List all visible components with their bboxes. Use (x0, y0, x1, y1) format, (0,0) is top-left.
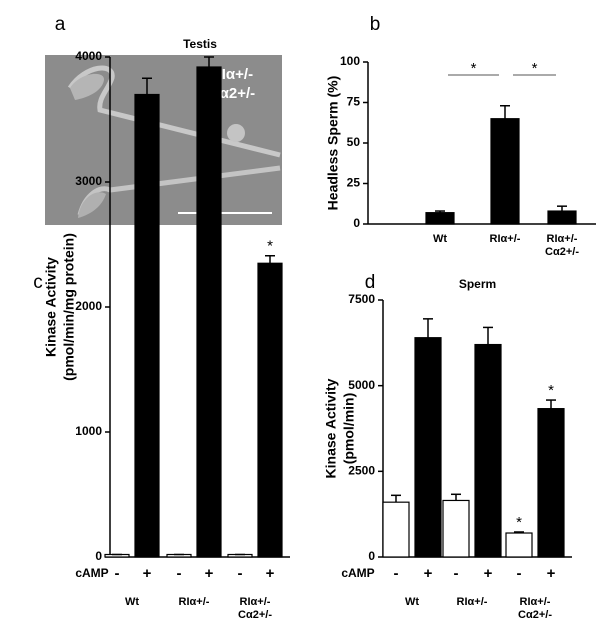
bar (134, 93, 160, 558)
y-tick-label: 100 (340, 54, 360, 68)
y-axis-label: (pmol/min) (341, 393, 357, 465)
y-tick-label: 2000 (75, 299, 102, 313)
significance-mark: * (532, 60, 538, 77)
x-tick-label: Wt (405, 596, 419, 608)
x-tick-label: RIα+/- (179, 596, 210, 608)
condition-sign: + (143, 565, 152, 582)
chart-title: Testis (183, 37, 217, 51)
y-tick-label: 3000 (75, 174, 102, 188)
x-tick-label: Cα2+/- (545, 246, 579, 258)
bar (547, 210, 577, 225)
y-tick-label: 7500 (348, 292, 375, 306)
significance-mark: * (471, 60, 477, 77)
x-tick-label: RIα+/- (520, 596, 551, 608)
significance-mark: * (267, 238, 273, 255)
y-tick-label: 50 (347, 135, 361, 149)
x-tick-label: RIα+/- (547, 233, 578, 245)
y-tick-label: 75 (347, 95, 361, 109)
chart-title: Sperm (459, 277, 496, 291)
y-axis-label: Kinase Activity (43, 257, 59, 357)
significance-mark: * (548, 382, 554, 399)
condition-sign: + (266, 565, 275, 582)
x-tick-label: Cα2+/- (238, 609, 272, 621)
bar (382, 501, 410, 558)
y-tick-label: 4000 (75, 49, 102, 63)
panel-letter: d (365, 272, 376, 293)
panel-letter: a (55, 14, 66, 35)
condition-sign: - (238, 565, 243, 582)
condition-sign: - (394, 565, 399, 582)
bar (474, 343, 502, 558)
condition-sign: - (115, 565, 120, 582)
condition-sign: - (177, 565, 182, 582)
y-tick-label: 0 (95, 549, 102, 563)
condition-sign: + (484, 565, 493, 582)
condition-sign: + (205, 565, 214, 582)
bar (505, 532, 533, 558)
y-tick-label: 2500 (348, 464, 375, 478)
condition-sign: + (424, 565, 433, 582)
bar (425, 212, 455, 225)
y-tick-label: 1000 (75, 424, 102, 438)
x-tick-label: RIα+/- (240, 596, 271, 608)
x-tick-label: Wt (125, 596, 139, 608)
x-tick-label: Wt (433, 233, 447, 245)
y-tick-label: 25 (347, 176, 361, 190)
y-tick-label: 5000 (348, 378, 375, 392)
bar (490, 118, 520, 225)
x-tick-label: Cα2+/- (518, 609, 552, 621)
y-axis-label: Kinase Activity (323, 378, 339, 478)
condition-label: cAMP (341, 566, 374, 580)
y-axis-label: (pmol/min/mg protein) (61, 233, 77, 381)
condition-sign: - (517, 565, 522, 582)
panel-letter: b (370, 14, 381, 35)
y-tick-label: 0 (368, 549, 375, 563)
x-tick-label: RIα+/- (457, 596, 488, 608)
panel-letter: c (33, 272, 43, 293)
bar (537, 408, 565, 558)
y-tick-label: 0 (353, 216, 360, 230)
x-tick-label: RIα+/- (490, 233, 521, 245)
condition-sign: - (454, 565, 459, 582)
condition-sign: + (547, 565, 556, 582)
bar (257, 262, 283, 558)
bar (414, 337, 442, 558)
y-axis-label: Headless Sperm (%) (325, 76, 341, 211)
significance-mark: * (516, 514, 522, 531)
bar (442, 499, 470, 558)
condition-label: cAMP (75, 566, 108, 580)
micrograph (45, 55, 282, 225)
bar (196, 66, 222, 558)
